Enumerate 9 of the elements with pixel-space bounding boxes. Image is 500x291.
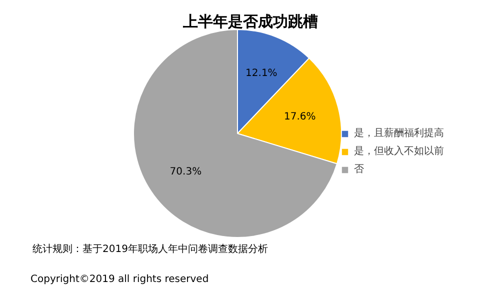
data-label: 12.1% <box>246 68 278 80</box>
legend-label: 否 <box>354 163 365 176</box>
legend-label: 是，但收入不如以前 <box>354 144 444 158</box>
text: Copyright©2019 all rights reserved <box>30 274 209 285</box>
chart-title: 上半年是否成功跳槽 <box>182 12 318 30</box>
data-label: 70.3% <box>170 166 202 178</box>
data-label: 17.6% <box>284 112 316 123</box>
text: 统计规则：基于2019年职场人年中问卷调查数据分析 <box>32 243 268 255</box>
legend-label: 是，且薪酬福利提高 <box>354 126 444 140</box>
